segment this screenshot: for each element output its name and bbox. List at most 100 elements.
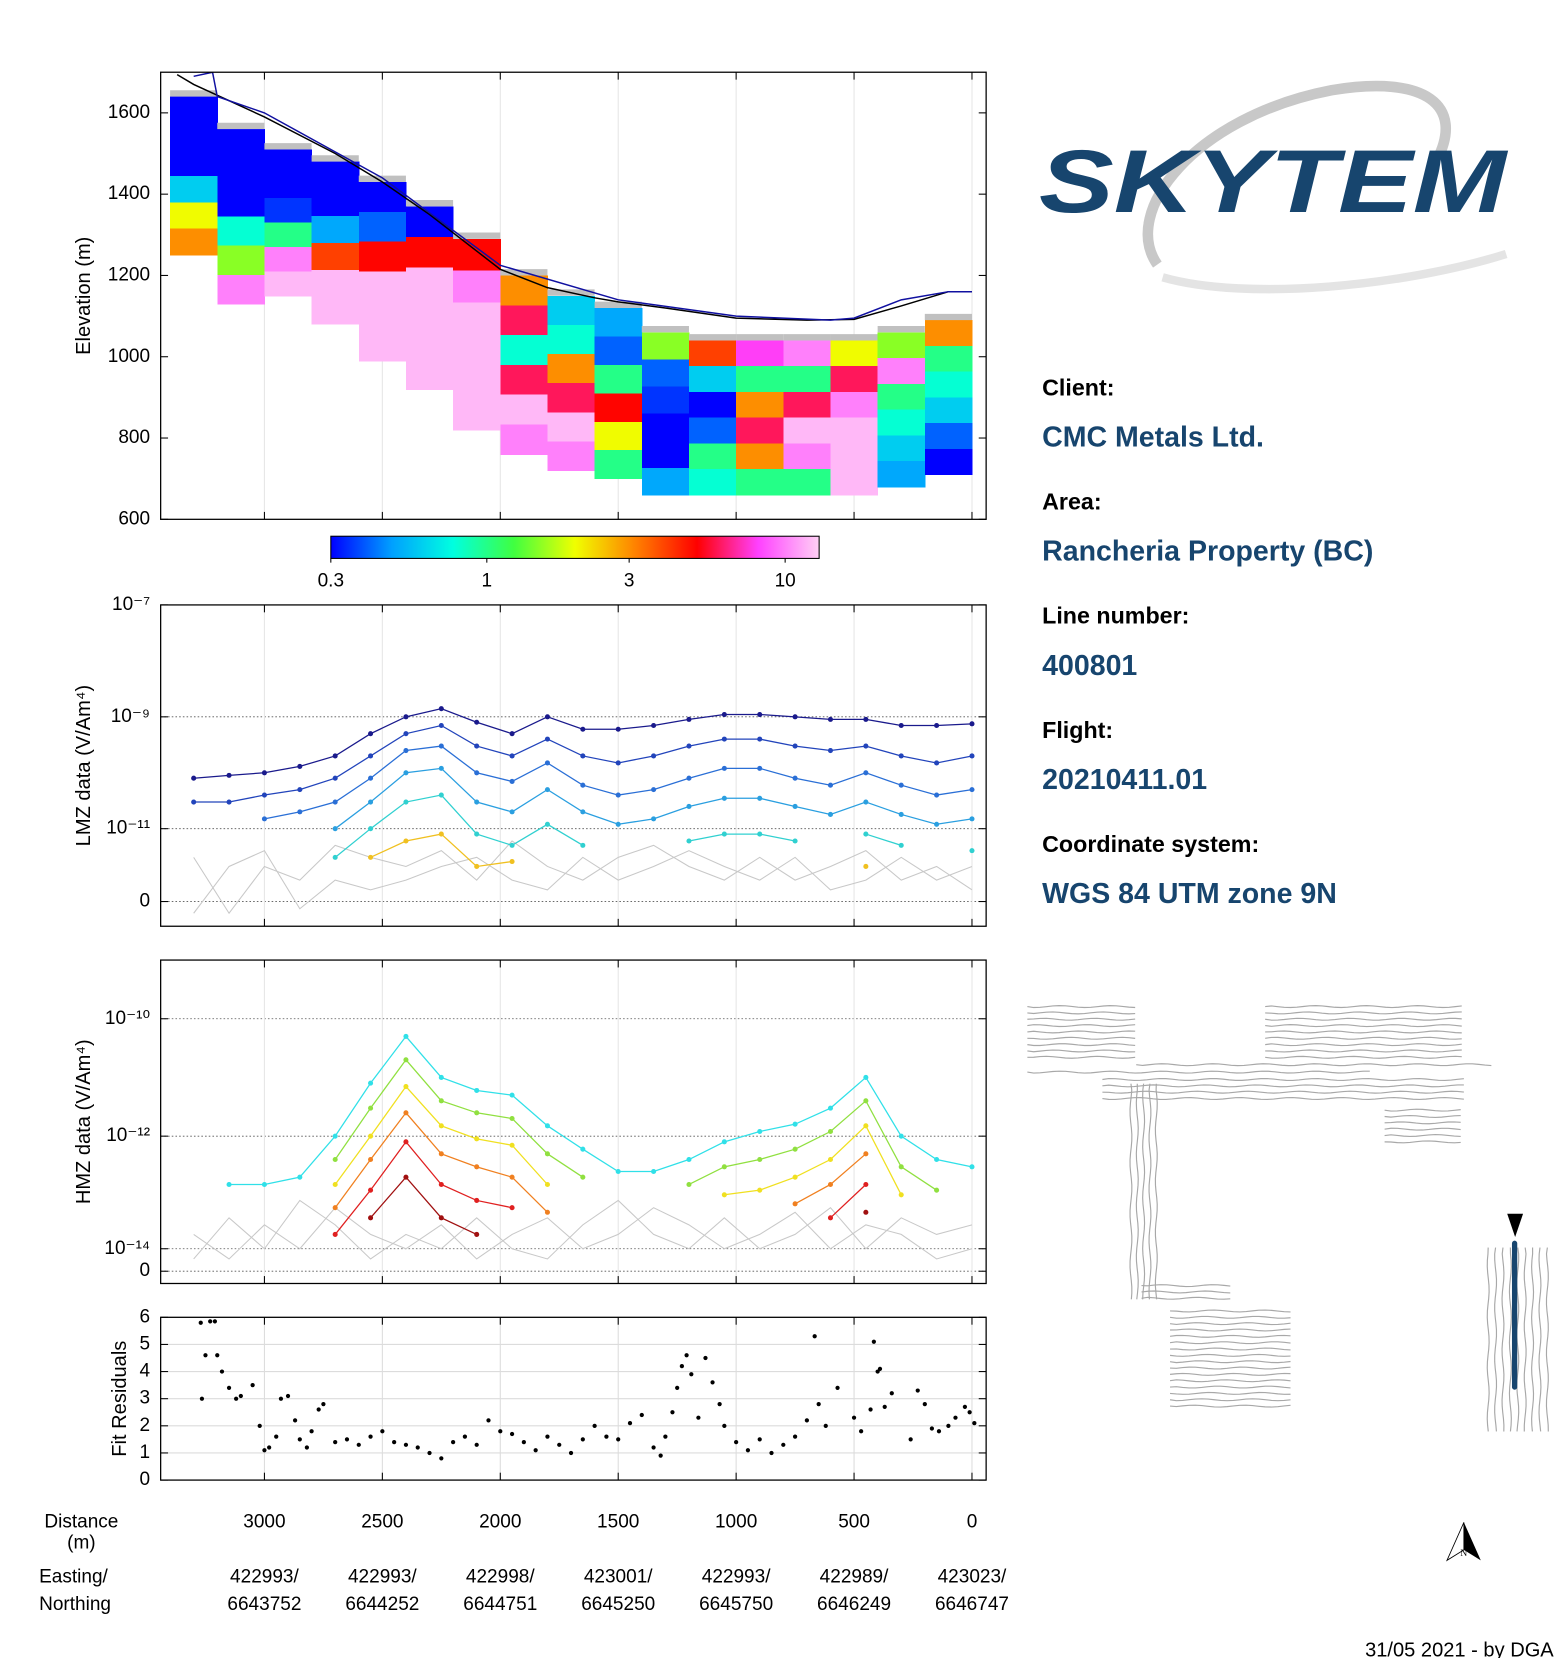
y-tick-label: 1200 xyxy=(108,264,150,285)
residual-point xyxy=(717,1402,722,1407)
flight-line xyxy=(1384,1127,1461,1131)
easting-label: 422998/ xyxy=(466,1566,535,1587)
resistivity-cell xyxy=(217,187,265,218)
flight-line xyxy=(1170,1309,1291,1313)
resistivity-cell xyxy=(688,340,737,367)
residual-point xyxy=(703,1355,708,1361)
residual-point xyxy=(486,1418,491,1423)
gate-dot xyxy=(863,1074,869,1080)
resistivity-cell xyxy=(170,175,218,203)
resistivity-cell xyxy=(405,236,454,268)
residual-point xyxy=(292,1418,298,1423)
gate-line xyxy=(334,1058,937,1191)
gate-line xyxy=(334,1140,867,1235)
resistivity-cell xyxy=(405,267,454,299)
x-axis-label: Distance xyxy=(44,1511,118,1532)
gate-dot xyxy=(544,787,550,793)
gate-dot xyxy=(757,736,763,742)
gate-dot xyxy=(332,826,338,832)
residual-point xyxy=(226,1385,232,1390)
gate-dot xyxy=(191,799,197,805)
gate-dot xyxy=(686,838,692,844)
resistivity-cell xyxy=(500,335,548,366)
residual-point xyxy=(816,1402,821,1407)
resistivity-cell xyxy=(877,461,926,488)
gate-dot xyxy=(934,1187,940,1193)
gate-dot xyxy=(544,760,550,766)
residual-point xyxy=(651,1445,656,1450)
logo-text: SKYTEM xyxy=(1039,132,1509,231)
resistivity-cell xyxy=(830,469,879,496)
gate-dot xyxy=(368,1215,374,1221)
residual-point xyxy=(215,1353,220,1358)
flight-line xyxy=(1265,1011,1462,1015)
y-tick-label: 1600 xyxy=(108,102,150,123)
y-axis-label: HMZ data (V/Am⁴) xyxy=(73,1039,95,1204)
residual-point xyxy=(234,1396,239,1401)
gate-dot xyxy=(651,787,657,793)
gate-dot xyxy=(827,1215,834,1221)
colorbar-tick-label: 1 xyxy=(482,571,493,592)
flight-line xyxy=(1027,1024,1136,1028)
plot-frame xyxy=(160,1316,987,1481)
gate-dot xyxy=(368,1187,374,1193)
resistivity-cell xyxy=(311,161,360,190)
residual-point xyxy=(962,1404,968,1409)
flight-line xyxy=(1169,1334,1291,1338)
residual-point xyxy=(670,1410,675,1415)
residual-point xyxy=(592,1423,597,1428)
residual-point xyxy=(278,1396,284,1401)
gate-dot xyxy=(686,1156,692,1163)
residual-point xyxy=(781,1442,786,1447)
gate-dot xyxy=(721,736,727,742)
residual-point xyxy=(392,1439,397,1445)
gate-dot xyxy=(438,1123,444,1129)
resistivity-cell xyxy=(405,206,454,238)
gate-dot xyxy=(827,747,834,754)
gate-dot xyxy=(615,1168,621,1175)
gate-dot xyxy=(332,775,338,781)
gate-dot xyxy=(792,1146,798,1152)
residual-point xyxy=(871,1339,876,1344)
coord-label: Northing xyxy=(39,1594,111,1615)
gate-dot xyxy=(226,772,232,778)
residual-point xyxy=(922,1402,927,1407)
gate-dot xyxy=(544,1151,550,1157)
flight-line xyxy=(1102,1084,1464,1088)
residual-point xyxy=(929,1426,935,1431)
y-tick-label: 10⁻¹⁴ xyxy=(104,1238,150,1259)
resistivity-cell xyxy=(877,332,926,359)
flight-line xyxy=(1265,1005,1462,1009)
gate-dot xyxy=(686,743,692,749)
gate-dot xyxy=(332,1205,338,1211)
residual-point xyxy=(792,1434,798,1439)
chart-panel: 0 1 2 3 4 5 6 Fit Residuals xyxy=(109,1306,987,1490)
resistivity-cell xyxy=(358,301,407,332)
gate-dot xyxy=(757,831,763,837)
residual-point xyxy=(675,1385,680,1390)
residual-point xyxy=(580,1437,585,1442)
gate-dot xyxy=(969,721,975,727)
flight-line xyxy=(1027,1043,1136,1047)
resistivity-cell xyxy=(170,149,218,177)
resistivity-cell xyxy=(453,366,501,399)
gate-dot xyxy=(898,1133,904,1139)
gate-dot xyxy=(368,1080,374,1086)
gate-dot xyxy=(368,1105,374,1111)
resistivity-cell xyxy=(170,202,218,230)
flight-line xyxy=(1102,1096,1464,1101)
resistivity-cell xyxy=(736,340,784,367)
flight-line xyxy=(1531,1247,1535,1432)
gate-dot xyxy=(474,1087,480,1094)
gate-dot xyxy=(544,1209,550,1215)
easting-label: 422993/ xyxy=(348,1566,417,1587)
flight-line xyxy=(1169,1353,1291,1357)
gate-dot xyxy=(438,706,444,712)
gate-dot xyxy=(509,842,515,848)
flight-line xyxy=(1027,1030,1136,1034)
resistivity-cell xyxy=(547,354,596,384)
residual-point xyxy=(616,1437,621,1442)
gate-dot xyxy=(863,863,869,870)
residual-point xyxy=(509,1431,515,1437)
resistivity-cell xyxy=(594,364,643,394)
